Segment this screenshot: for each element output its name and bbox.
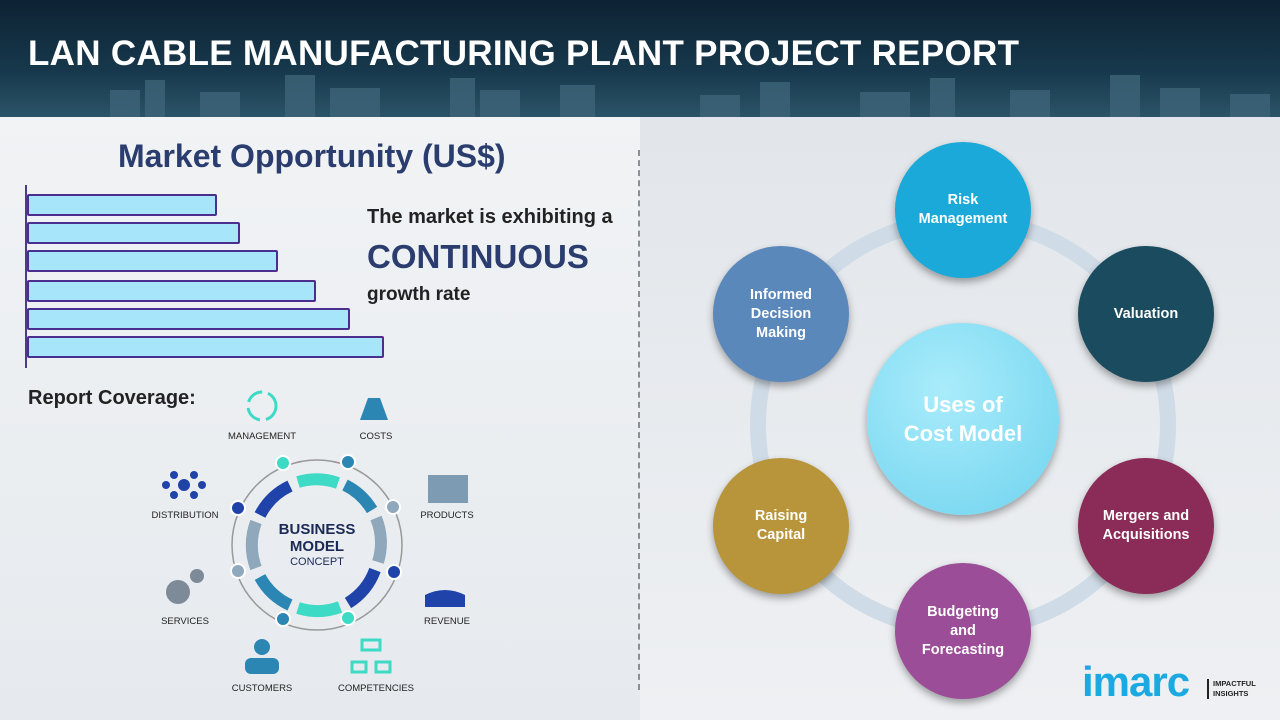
money-bag-icon: [360, 398, 388, 420]
coverage-label-revenue: REVENUE: [424, 616, 470, 627]
coverage-label-competencies: COMPETENCIES: [337, 683, 415, 694]
gears-icon: [166, 569, 204, 604]
bm-line1: BUSINESS: [279, 521, 356, 538]
market-bar: [27, 280, 316, 302]
market-bar: [27, 222, 240, 244]
hand-coins-icon: [425, 590, 465, 607]
use-node: Valuation: [1078, 246, 1214, 382]
market-text-line1: The market is exhibiting a: [367, 206, 613, 228]
bm-line2: MODEL: [290, 538, 344, 555]
box-icon: [428, 475, 468, 503]
business-model-diagram: BUSINESS MODEL CONCEPT: [162, 390, 468, 674]
coverage-label-customers: CUSTOMERS: [231, 683, 293, 694]
coverage-label-management: MANAGEMENT: [227, 431, 297, 442]
use-node: Raising Capital: [713, 458, 849, 594]
use-node: Mergers and Acquisitions: [1078, 458, 1214, 594]
person-icon: [245, 639, 279, 674]
market-bar: [27, 308, 350, 330]
coverage-label-services: SERVICES: [161, 616, 209, 627]
market-bar: [27, 250, 278, 272]
market-text-line3: growth rate: [367, 284, 471, 305]
bar-axis: [25, 185, 27, 368]
coverage-label-products: PRODUCTS: [420, 510, 474, 521]
header-banner: LAN CABLE MANUFACTURING PLANT PROJECT RE…: [0, 0, 1280, 117]
skyline-icon: [110, 75, 1270, 117]
imarc-logo: imarc: [1082, 658, 1190, 705]
tagline-2: INSIGHTS: [1213, 689, 1249, 698]
use-node: Budgeting and Forecasting: [895, 563, 1031, 699]
hierarchy-icon: [350, 638, 392, 674]
left-panel: [0, 117, 640, 720]
market-opportunity-title: Market Opportunity (US$): [118, 138, 506, 174]
management-icon: [246, 390, 278, 422]
logo-tagline: IMPACTFUL INSIGHTS: [1207, 679, 1256, 699]
uses-center: Uses of Cost Model: [867, 323, 1059, 515]
use-node: Informed Decision Making: [713, 246, 849, 382]
coverage-label-costs: COSTS: [359, 431, 393, 442]
market-bar: [27, 336, 385, 358]
market-bar: [27, 194, 217, 216]
bm-line3: CONCEPT: [290, 556, 344, 568]
market-highlight: CONTINUOUS: [367, 238, 589, 275]
coverage-label-distribution: DISTRIBUTION: [151, 510, 219, 521]
page-title: LAN CABLE MANUFACTURING PLANT PROJECT RE…: [28, 34, 1020, 73]
tagline-1: IMPACTFUL: [1213, 679, 1256, 688]
use-node: Risk Management: [895, 142, 1031, 278]
report-coverage-title: Report Coverage:: [28, 387, 196, 409]
divider: [638, 150, 640, 690]
network-icon: [162, 471, 206, 499]
